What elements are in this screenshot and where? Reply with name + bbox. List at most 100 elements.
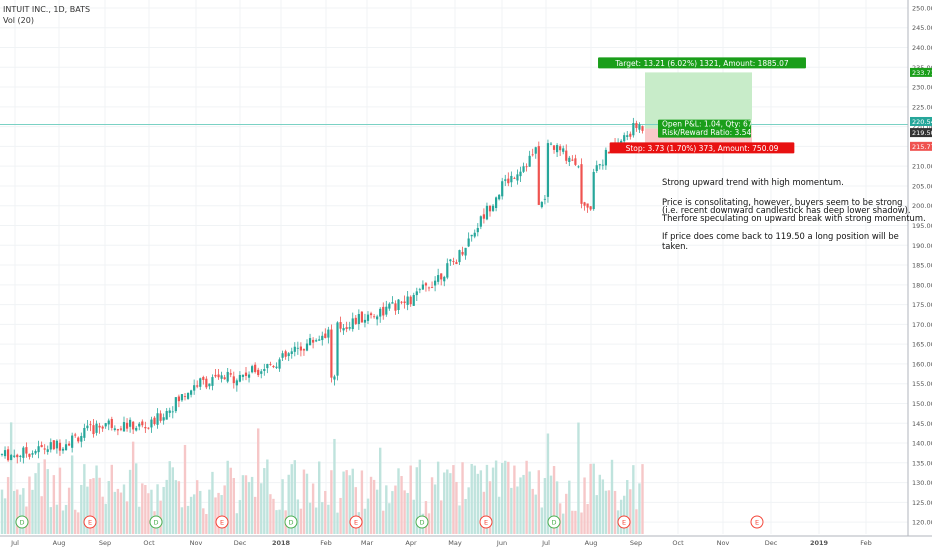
candle-body	[330, 329, 333, 378]
time-axis[interactable]: Jul Aug Sep Oct Nov Dec 2018 Feb Mar Apr May Jun Jul…	[0, 535, 932, 547]
event-marker-circle	[415, 515, 429, 529]
candle-body	[379, 308, 382, 317]
volume-bar	[13, 490, 16, 534]
price-tick-label: 200.00	[912, 202, 932, 210]
event-marker-letter: D	[551, 519, 556, 527]
volume-bar	[510, 487, 513, 534]
candle-body	[464, 247, 467, 256]
event-marker-letter: E	[220, 519, 224, 527]
time-tick-label: Feb	[320, 539, 332, 547]
price-tick-label: 145.00	[912, 420, 932, 428]
time-tick-label: Nov	[717, 539, 730, 547]
candle-body	[437, 275, 440, 282]
candle-body	[196, 385, 199, 387]
candle-body	[275, 366, 278, 368]
candle-body	[430, 287, 434, 288]
volume-bar	[131, 441, 135, 534]
volume-bar	[217, 492, 220, 534]
volume-bar	[3, 498, 7, 534]
volume-bar	[604, 490, 608, 534]
volume-bar	[290, 464, 293, 534]
price-tick-label: 195.00	[912, 222, 932, 230]
event-marker-circle	[349, 515, 363, 529]
volume-bar	[174, 480, 178, 534]
time-tick-label: 2018	[272, 539, 291, 547]
candle-body	[214, 374, 217, 377]
volume-bar	[177, 481, 181, 534]
candle-body	[153, 417, 156, 425]
candle-body	[440, 273, 443, 280]
volume-bar	[9, 422, 13, 534]
candle-body	[226, 371, 229, 382]
volume-bar	[379, 447, 382, 534]
axis-price-tag-text: 219.50	[912, 129, 932, 137]
volume-bar	[525, 460, 528, 534]
candle-body	[31, 453, 34, 455]
symbol-title: INTUIT INC., 1D, BATS	[3, 5, 91, 14]
candle-body	[339, 322, 342, 329]
candle-body	[74, 434, 77, 436]
volume-bar	[125, 501, 129, 534]
price-axis[interactable]: 120.00 125.00 130.00 135.00 140.00 145.00 150.…	[907, 0, 932, 550]
volume-bar	[202, 508, 205, 534]
earnings-marker: E	[479, 515, 493, 529]
volume-bar	[397, 468, 400, 534]
position-zones[interactable]	[0, 72, 908, 144]
candle-body	[583, 202, 586, 206]
candle-body	[110, 418, 113, 428]
volume-bar	[372, 479, 376, 534]
candle-body	[19, 455, 22, 457]
volume-bar	[586, 504, 589, 534]
event-marker-letter: D	[288, 519, 293, 527]
volume-bar	[263, 468, 266, 534]
candle-body	[580, 164, 583, 204]
price-tick-label: 210.00	[912, 163, 932, 171]
candle-body	[168, 410, 171, 413]
candle-body	[476, 227, 479, 233]
volume-bar	[488, 481, 492, 534]
candle-body	[25, 447, 28, 454]
volume-bar	[211, 471, 214, 534]
candle-body	[296, 347, 299, 349]
price-tick-label: 140.00	[912, 440, 932, 448]
volume-bar	[147, 493, 150, 534]
candle-body	[77, 437, 80, 442]
candle-body	[571, 159, 574, 161]
volume-bar	[107, 481, 110, 534]
candle-body	[336, 322, 339, 376]
stop-label-bg	[609, 142, 795, 154]
time-tick-label: Dec	[234, 539, 247, 547]
volume-bar	[19, 494, 22, 534]
candle-body	[488, 205, 492, 212]
candle-body	[177, 396, 180, 402]
volume-bar	[607, 490, 611, 534]
candle-body	[357, 314, 360, 325]
volume-bar	[214, 497, 217, 534]
position-labels[interactable]: Target: 13.21 (6.02%) 1321, Amount: 1885…	[598, 57, 806, 154]
note-line: Price is consolitating, however, buyers …	[662, 197, 903, 207]
volume-bar	[116, 488, 120, 534]
earnings-marker: E	[83, 515, 97, 529]
volume-bar	[296, 499, 300, 534]
candle-body	[598, 164, 601, 166]
candle-body	[586, 203, 589, 208]
candle-body	[513, 177, 516, 179]
volume-bar	[253, 496, 257, 534]
candle-body	[186, 392, 190, 399]
candlesticks[interactable]	[0, 117, 644, 464]
volume-bar	[385, 485, 388, 534]
volume-bar	[479, 470, 483, 534]
candle-body	[452, 261, 455, 262]
volume-bar	[540, 507, 544, 534]
grid-lines	[0, 0, 908, 534]
axis-price-tag-text: 233.71	[912, 69, 932, 77]
candle-body	[449, 259, 452, 262]
volume-bar	[104, 503, 107, 534]
volume-bar	[403, 490, 406, 534]
candle-body	[46, 449, 49, 452]
candle-body	[10, 455, 13, 460]
volume-bar	[610, 459, 614, 534]
